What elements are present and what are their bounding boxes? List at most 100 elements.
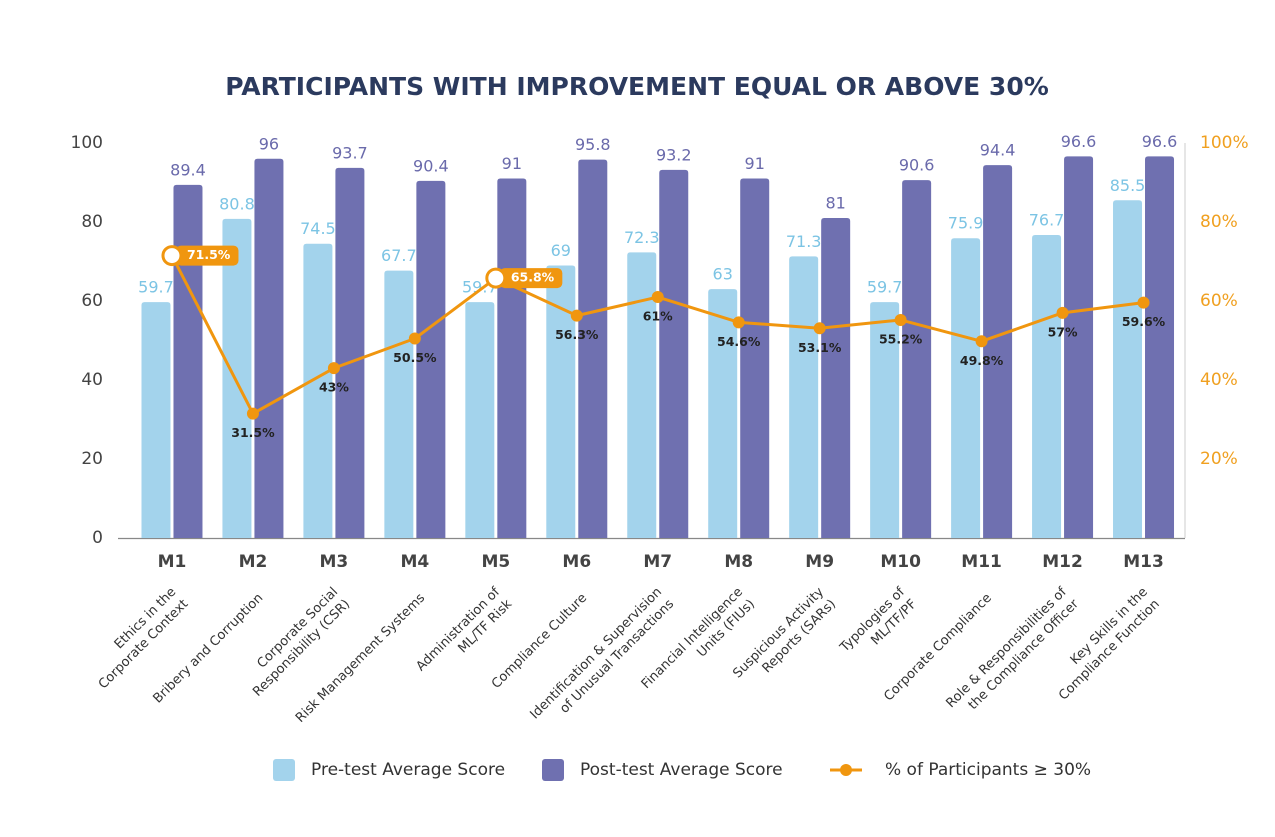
bar-value-label: 91 [745,154,765,173]
line-point [975,335,988,348]
bar [821,218,851,539]
bar-value-label: 72.3 [624,228,660,247]
bar-value-label: 90.6 [899,156,935,175]
y-tick-label: 80 [81,212,103,232]
bar [1064,156,1094,538]
bar [789,256,819,538]
bar-value-label: 95.8 [575,135,611,154]
bar [222,218,252,538]
bar [141,302,171,538]
bar-value-label: 59.7 [867,278,903,297]
legend-label: Post-test Average Score [580,760,783,780]
line-value-label: 43% [319,380,349,395]
bar [627,252,657,539]
highlight-label-box [175,245,239,266]
line-point [1056,306,1069,319]
bar-value-label: 94.4 [980,141,1016,160]
line-point [246,407,259,420]
bar [546,265,576,538]
bar-value-label: 74.5 [300,219,336,238]
category-description: Bribery and Corruption [150,591,266,707]
bar-value-label: 71.3 [786,232,822,251]
x-tick-label: M6 [562,552,591,572]
bar [659,169,689,539]
bar-value-label: 89.4 [170,160,206,179]
y2-tick-label: 80% [1200,212,1238,232]
line-value-label: 59.6% [1122,314,1166,329]
bar-value-label: 63 [713,265,733,284]
bar [578,159,608,538]
line-value-label: 31.5% [231,425,275,440]
bar-value-label: 81 [825,194,845,213]
x-tick-label: M10 [880,552,921,572]
line-value-label: 53.1% [798,340,842,355]
line-point [813,322,826,335]
legend-swatch [273,759,295,781]
y-tick-label: 60 [81,291,103,311]
bar [1113,200,1143,538]
line-point [161,245,183,267]
bar [983,165,1013,538]
chart-title: PARTICIPANTS WITH IMPROVEMENT EQUAL OR A… [225,72,1049,101]
bar [870,302,900,538]
y-tick-label: 40 [81,370,103,390]
x-tick-label: M1 [158,552,187,572]
y-tick-label: 100 [71,133,103,153]
line-point [651,291,664,304]
line-value-label: 49.8% [960,353,1004,368]
bar-value-label: 90.4 [413,156,449,175]
y-tick-label: 0 [92,528,103,548]
bar-value-label: 85.5 [1110,176,1146,195]
x-tick-label: M13 [1123,552,1164,572]
line-point [1137,296,1150,309]
bar [335,167,365,538]
line-value-label: 55.2% [879,331,923,346]
bar-value-label: 80.8 [219,194,255,213]
line-point [570,309,583,322]
category-description-line: Bribery and Corruption [150,591,266,707]
x-tick-label: M9 [805,552,834,572]
bar-value-label: 75.9 [948,214,984,233]
line-point [732,316,745,329]
bar-value-label: 93.7 [332,143,368,162]
bar [384,270,414,538]
bar [708,289,738,538]
bar [303,243,333,538]
x-tick-label: M12 [1042,552,1083,572]
x-tick-label: M3 [320,552,349,572]
bar-value-label: 91 [502,154,522,173]
highlight-label-box [499,268,563,289]
bar-value-label: 59.7 [138,278,174,297]
y-tick-label: 20 [81,449,103,469]
legend-label: Pre-test Average Score [311,760,505,780]
x-tick-label: M8 [724,552,753,572]
bar [416,180,446,539]
bar [740,178,770,539]
legend-swatch [542,759,564,781]
x-tick-label: M7 [643,552,672,572]
legend-swatch-point [840,764,852,776]
x-tick-label: M5 [481,552,510,572]
line-point [485,267,507,289]
y2-tick-label: 40% [1200,370,1238,390]
bar [951,238,981,538]
x-tick-label: M2 [239,552,268,572]
bar [1032,235,1062,538]
category-description-line: Identification & Supervision [527,585,665,723]
bar [254,158,284,539]
line-point [894,313,907,326]
line-value-label: 56.3% [555,327,599,342]
line-value-label: 71.5% [187,247,231,262]
y2-tick-label: 60% [1200,291,1238,311]
line-point [408,332,421,345]
line-value-label: 61% [643,309,673,324]
bar-value-label: 76.7 [1029,211,1065,230]
bar [497,178,527,539]
legend-label: % of Participants ≥ 30% [885,760,1091,780]
y2-tick-label: 20% [1200,449,1238,469]
bar [1145,156,1175,538]
